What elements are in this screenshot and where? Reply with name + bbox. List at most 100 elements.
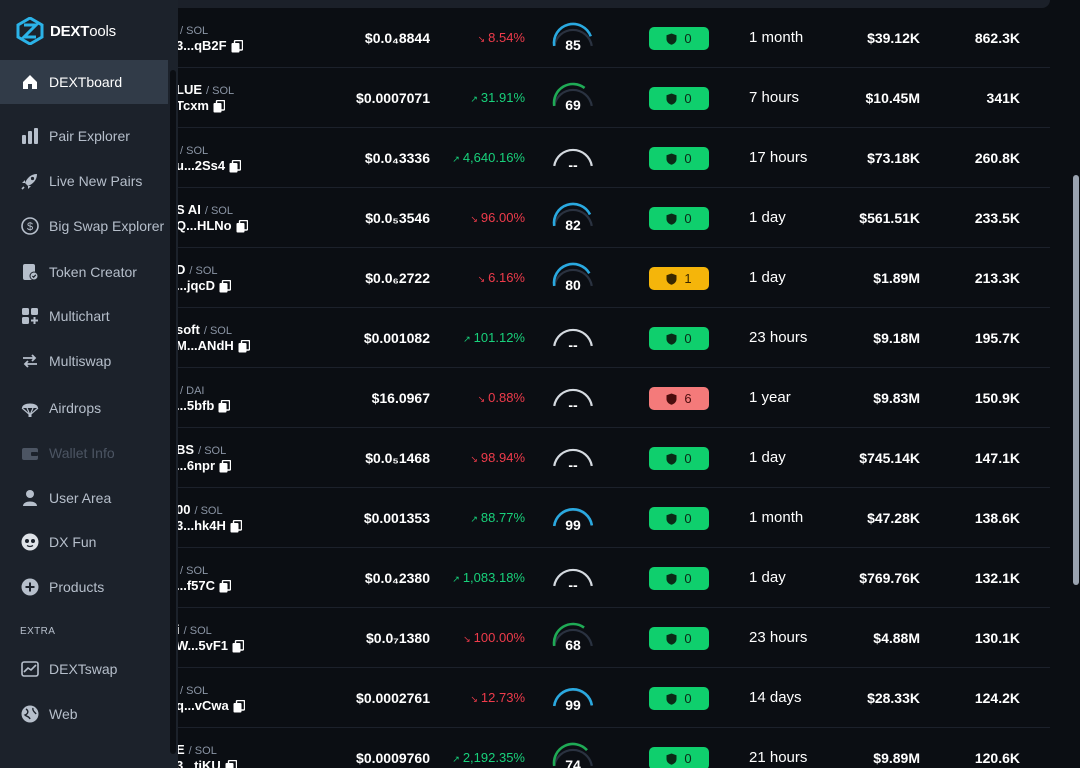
page-scrollbar[interactable] (1072, 0, 1080, 768)
dext-score-gauge[interactable]: 99 (551, 501, 595, 537)
gauge-track (553, 88, 593, 107)
dext-score-gauge[interactable]: -- (551, 381, 595, 417)
page-scrollbar-thumb[interactable] (1073, 175, 1079, 585)
sidebar: DEXTools DEXTboard Pair Explorer Live New … (0, 0, 178, 768)
audit-count: 0 (684, 451, 692, 466)
sidebar-scrollbar[interactable] (168, 62, 178, 768)
copy-icon[interactable] (219, 459, 232, 473)
liquidity-cell: $28.33K (867, 690, 920, 706)
audit-badge[interactable]: 0 (649, 27, 709, 50)
copy-icon[interactable] (219, 579, 232, 593)
quote-token: SOL (212, 85, 235, 97)
pair-cell[interactable]: / SOL 3...qB2F (176, 22, 346, 56)
table-row[interactable]: BS / SOL ...6npr $0.0₅1468 ↘ 98.94% -- 0 1… (0, 428, 1050, 488)
sidebar-item-token-creator[interactable]: Token Creator (0, 250, 168, 294)
copy-icon[interactable] (225, 759, 237, 768)
dext-score-value: 99 (565, 697, 581, 713)
pair-cell[interactable]: soft / SOL M...ANdH (176, 322, 346, 356)
volume-cell: 260.8K (974, 150, 1020, 166)
pair-age-cell: 1 year (749, 389, 791, 406)
sidebar-item-big-swap-explorer[interactable]: $ Big Swap Explorer (0, 204, 168, 248)
price-change-value: 4,640.16% (462, 150, 525, 165)
dext-score-gauge[interactable]: 99 (551, 681, 595, 717)
dext-score-gauge[interactable]: 74 (551, 741, 595, 768)
table-row[interactable]: S AI / SOL Q...HLNo $0.0₅3546 ↘ 96.00% 82 … (0, 188, 1050, 248)
sidebar-item-multichart[interactable]: Multichart (0, 294, 168, 338)
sidebar-item-dextswap[interactable]: DEXTswap (0, 647, 168, 691)
copy-icon[interactable] (229, 159, 242, 173)
copy-icon[interactable] (233, 699, 245, 713)
audit-badge[interactable]: 0 (649, 567, 709, 590)
pair-cell[interactable]: BS / SOL ...6npr (176, 442, 346, 476)
pair-cell[interactable]: / SOL ...f57C (176, 562, 346, 596)
sidebar-item-web[interactable]: Web (0, 692, 168, 736)
table-row[interactable]: / DAI ...5bfb $16.0967 ↘ 0.88% -- 6 1 yea… (0, 368, 1050, 428)
table-row[interactable]: 00/ SOL 3...hk4H $0.001353 ↗ 88.77% 99 0 … (0, 488, 1050, 548)
pair-cell[interactable]: D / SOL ...jqcD (176, 262, 346, 296)
pair-cell[interactable]: / SOL q...vCwa (176, 682, 346, 716)
audit-badge[interactable]: 0 (649, 507, 709, 530)
gauge-fill (552, 262, 591, 287)
table-row[interactable]: LUE / SOL Tcxm $0.0007071 ↗ 31.91% 69 0 7 … (0, 68, 1050, 128)
dext-score-gauge[interactable]: 85 (551, 21, 595, 57)
table-row[interactable]: i/ SOL W...5vF1 $0.0₇1380 ↘100.00% 68 0 … (0, 608, 1050, 668)
audit-badge[interactable]: 0 (649, 147, 709, 170)
audit-badge[interactable]: 0 (649, 687, 709, 710)
table-row[interactable]: soft / SOL M...ANdH $0.001082 ↗ 101.12% --… (0, 308, 1050, 368)
price-cell: $0.0₆2722 (365, 270, 430, 286)
dext-score-gauge[interactable]: 69 (551, 81, 595, 117)
table-row[interactable]: / SOL ...f57C $0.0₄2380 ↗ 1,083.18% -- 0 … (0, 548, 1050, 608)
sidebar-item-multiswap[interactable]: Multiswap (0, 339, 168, 383)
pair-cell[interactable]: / DAI ...5bfb (176, 382, 346, 416)
dext-score-gauge[interactable]: -- (551, 141, 595, 177)
table-row[interactable]: E / SOL 3...tiKU $0.0009760 ↗ 2,192.35% 74… (0, 728, 1050, 768)
table-row[interactable]: / SOL q...vCwa $0.0002761 ↘ 12.73% 99 0 1… (0, 668, 1050, 728)
table-row[interactable]: / SOL 3...qB2F $0.0₄8844 ↘ 8.54% 85 0 1 m… (0, 8, 1050, 68)
audit-badge[interactable]: 0 (649, 447, 709, 470)
audit-badge[interactable]: 0 (649, 747, 709, 768)
pair-age-cell: 21 hours (749, 749, 808, 766)
copy-icon[interactable] (219, 279, 232, 293)
sidebar-scrollbar-thumb[interactable] (170, 70, 176, 754)
dext-score-gauge[interactable]: 68 (551, 621, 595, 657)
svg-text:$: $ (27, 221, 33, 233)
table-row[interactable]: D / SOL ...jqcD $0.0₆2722 ↘ 6.16% 80 1 1 d… (0, 248, 1050, 308)
sidebar-item-products[interactable]: Products (0, 565, 168, 609)
dextools-logo[interactable]: DEXTools (16, 17, 116, 45)
sidebar-item-dx-fun[interactable]: DX Fun (0, 520, 168, 564)
audit-badge[interactable]: 1 (649, 267, 709, 290)
copy-icon[interactable] (218, 399, 231, 413)
dext-score-gauge[interactable]: -- (551, 441, 595, 477)
price-change-cell: ↘ 8.54% (430, 8, 525, 69)
pair-cell[interactable]: LUE / SOL Tcxm (176, 82, 346, 116)
audit-badge[interactable]: 0 (649, 87, 709, 110)
dext-score-gauge[interactable]: 82 (551, 201, 595, 237)
dext-score-gauge[interactable]: -- (551, 321, 595, 357)
sidebar-item-user-area[interactable]: User Area (0, 476, 168, 520)
sidebar-item-dextboard[interactable]: DEXTboard (0, 60, 168, 104)
token-name: D (176, 262, 186, 277)
copy-icon[interactable] (232, 639, 245, 653)
pair-cell[interactable]: S AI / SOL Q...HLNo (176, 202, 346, 236)
pair-cell[interactable]: 00/ SOL 3...hk4H (176, 502, 346, 536)
audit-badge[interactable]: 0 (649, 627, 709, 650)
table-row[interactable]: / SOL u...2Ss4 $0.0₄3336 ↗ 4,640.16% -- 0… (0, 128, 1050, 188)
sidebar-item-pair-explorer[interactable]: Pair Explorer (0, 114, 168, 158)
copy-icon[interactable] (236, 219, 248, 233)
copy-icon[interactable] (231, 39, 243, 53)
dext-score-gauge[interactable]: 80 (551, 261, 595, 297)
audit-badge[interactable]: 0 (649, 207, 709, 230)
pair-name-line: E / SOL (176, 742, 346, 757)
token-address: Tcxm (176, 98, 209, 113)
sidebar-item-airdrops[interactable]: Airdrops (0, 386, 168, 430)
copy-icon[interactable] (238, 339, 250, 353)
copy-icon[interactable] (230, 519, 242, 533)
dext-score-gauge[interactable]: -- (551, 561, 595, 597)
sidebar-item-live-new-pairs[interactable]: Live New Pairs (0, 159, 168, 203)
audit-badge[interactable]: 0 (649, 327, 709, 350)
pair-cell[interactable]: E / SOL 3...tiKU (176, 742, 346, 768)
copy-icon[interactable] (213, 99, 225, 113)
pair-cell[interactable]: / SOL u...2Ss4 (176, 142, 346, 176)
audit-badge[interactable]: 6 (649, 387, 709, 410)
trend-arrow-icon: ↗ (463, 334, 471, 344)
